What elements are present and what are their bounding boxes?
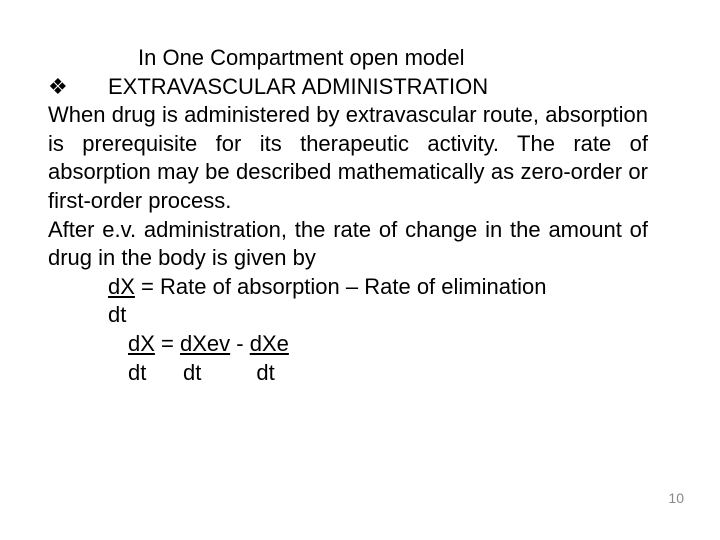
equation-2-line2: dt dt dt — [48, 359, 648, 388]
eq2-lhs: dX — [128, 331, 155, 356]
eq2-equals: = — [155, 331, 180, 356]
equation-1-line1: dX = Rate of absorption – Rate of elimin… — [48, 273, 648, 302]
eq1-numerator: dX — [108, 274, 135, 299]
diamond-bullet-icon: ❖ — [48, 73, 108, 102]
eq2-minus: - — [230, 331, 250, 356]
heading-row: ❖ EXTRAVASCULAR ADMINISTRATION — [48, 73, 648, 102]
eq1-rhs: = Rate of absorption – Rate of eliminati… — [135, 274, 547, 299]
equation-2-line1: dX = dXev - dXe — [48, 330, 648, 359]
section-heading: EXTRAVASCULAR ADMINISTRATION — [108, 73, 488, 102]
eq2-denom2: dt — [183, 360, 201, 385]
slide-content: In One Compartment open model ❖ EXTRAVAS… — [48, 44, 648, 387]
page-number: 10 — [668, 490, 684, 506]
eq2-denom3: dt — [256, 360, 274, 385]
paragraph-1: When drug is administered by extravascul… — [48, 101, 648, 215]
eq2-term1: dXev — [180, 331, 230, 356]
equation-1-line2: dt — [48, 301, 648, 330]
paragraph-2: After e.v. administration, the rate of c… — [48, 216, 648, 273]
eq2-term2: dXe — [250, 331, 289, 356]
eq2-denom1: dt — [128, 360, 146, 385]
slide-title: In One Compartment open model — [48, 44, 648, 73]
